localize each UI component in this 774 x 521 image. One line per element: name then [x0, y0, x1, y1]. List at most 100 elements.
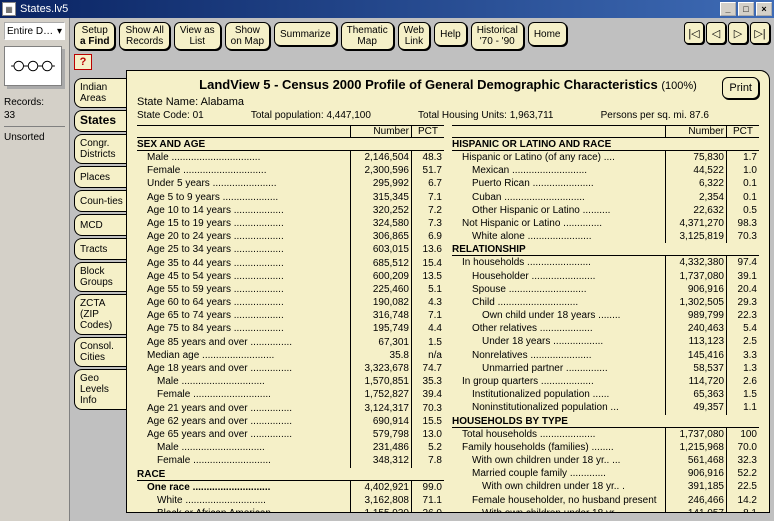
data-row: In households .......................4,3… [452, 256, 759, 269]
geo-tabs: Indian Areas States Congr. Districts Pla… [74, 70, 126, 513]
records-count: 33 [4, 110, 15, 121]
section-households: HOUSEHOLDS BY TYPE [452, 415, 759, 428]
col-pct-header: PCT [412, 126, 444, 137]
data-row: Married couple family .............906,9… [452, 467, 759, 480]
state-name: Alabama [201, 96, 244, 108]
col-number-header: Number [665, 126, 727, 137]
window-title: States.lv5 [20, 3, 68, 15]
data-row: Age 21 years and over ...............3,1… [137, 402, 444, 415]
data-row: Female ..............................2,3… [137, 164, 444, 177]
data-row: Age 45 to 54 years ..................600… [137, 270, 444, 283]
data-row: Female ............................1,752… [137, 388, 444, 401]
records-label: Records: [4, 97, 44, 108]
tab-places[interactable]: Places [74, 166, 126, 188]
data-row: Age 20 to 24 years ..................306… [137, 230, 444, 243]
nav-prev-button[interactable]: ◁ [706, 22, 726, 44]
data-row: With own children under 18 yr.. .391,185… [452, 480, 759, 493]
data-row: Other Hispanic or Latino ..........22,63… [452, 204, 759, 217]
data-row: Unmarried partner ...............58,5371… [452, 362, 759, 375]
show-all-records-button[interactable]: Show All Records [119, 22, 169, 50]
help-button[interactable]: Help [434, 22, 467, 46]
print-button[interactable]: Print [722, 77, 759, 99]
summarize-button[interactable]: Summarize [274, 22, 337, 46]
total-housing-units: 1,963,711 [510, 110, 554, 121]
close-button[interactable]: × [756, 2, 772, 16]
persons-per-sqmi: 87.6 [690, 110, 709, 121]
tab-counties[interactable]: Coun-ties [74, 190, 126, 212]
data-row: Age 65 to 74 years ..................316… [137, 309, 444, 322]
data-row: Black or African American .........1,155… [137, 507, 444, 513]
scope-dropdown[interactable]: Entire D… ▾ [4, 22, 65, 40]
tab-geo-levels-info[interactable]: Geo Levels Info [74, 369, 126, 410]
section-relationship: RELATIONSHIP [452, 243, 759, 256]
web-link-button[interactable]: Web Link [398, 22, 430, 50]
data-row: Age 15 to 19 years ..................324… [137, 217, 444, 230]
data-row: Own child under 18 years ........989,799… [452, 309, 759, 322]
data-row: Spouse ............................906,9… [452, 283, 759, 296]
data-row: White alone .......................3,125… [452, 230, 759, 243]
data-row: Age 55 to 59 years ..................225… [137, 283, 444, 296]
show-on-map-button[interactable]: Show on Map [225, 22, 270, 50]
tab-zcta[interactable]: ZCTA (ZIP Codes) [74, 294, 126, 335]
section-race: RACE [137, 468, 444, 481]
section-hispanic: HISPANIC OR LATINO AND RACE [452, 138, 759, 151]
tab-consol-cities[interactable]: Consol. Cities [74, 337, 126, 367]
status-sidebar: Entire D… ▾ Records: 33 Unsorted [0, 18, 70, 521]
data-row: Age 65 years and over ...............579… [137, 428, 444, 441]
left-data-column: Number PCT SEX AND AGE Male ............… [137, 125, 444, 513]
minimize-button[interactable]: _ [720, 2, 736, 16]
data-row: Age 35 to 44 years ..................685… [137, 257, 444, 270]
data-row: Age 5 to 9 years ....................315… [137, 191, 444, 204]
data-row: Other relatives ...................240,4… [452, 322, 759, 335]
app-icon: ▦ [2, 2, 16, 16]
data-row: Age 18 years and over ...............3,3… [137, 362, 444, 375]
tab-states[interactable]: States [74, 110, 126, 132]
sort-status: Unsorted [4, 131, 65, 144]
col-pct-header: PCT [727, 126, 759, 137]
thematic-map-button[interactable]: Thematic Map [341, 22, 394, 50]
data-row: White .............................3,162… [137, 494, 444, 507]
data-row: Nonrelatives ......................145,4… [452, 349, 759, 362]
data-row: Age 75 to 84 years ..................195… [137, 322, 444, 335]
data-row: One race ............................4,4… [137, 481, 444, 494]
tab-congr-districts[interactable]: Congr. Districts [74, 134, 126, 164]
nav-last-button[interactable]: ▷| [750, 22, 770, 44]
chevron-down-icon: ▾ [57, 26, 62, 37]
maximize-button[interactable]: □ [738, 2, 754, 16]
home-button[interactable]: Home [528, 22, 567, 46]
data-row: Under 5 years .......................295… [137, 177, 444, 190]
toolbar: Setup a Find Show All Records View as Li… [74, 22, 770, 50]
data-row: With own children under 18 yr.. .141,057… [452, 507, 759, 513]
data-row: Male ................................2,1… [137, 151, 444, 164]
data-row: Age 25 to 34 years ..................603… [137, 243, 444, 256]
data-row: Median age ..........................35.… [137, 349, 444, 362]
data-row: Not Hispanic or Latino ..............4,3… [452, 217, 759, 230]
panel-title: LandView 5 - Census 2000 Profile of Gene… [137, 77, 759, 92]
nav-first-button[interactable]: |◁ [684, 22, 704, 44]
scope-dropdown-label: Entire D… [7, 26, 53, 37]
data-row: Family households (families) ........1,2… [452, 441, 759, 454]
data-row: Age 60 to 64 years ..................190… [137, 296, 444, 309]
data-row: Under 18 years ..................113,123… [452, 335, 759, 348]
tab-indian-areas[interactable]: Indian Areas [74, 78, 126, 108]
tab-mcd[interactable]: MCD [74, 214, 126, 236]
historical-button[interactable]: Historical '70 - '90 [471, 22, 524, 50]
data-row: Householder .......................1,737… [452, 270, 759, 283]
total-population: 4,447,100 [326, 110, 371, 121]
data-row: Mexican ...........................44,52… [452, 164, 759, 177]
data-row: Cuban .............................2,354… [452, 191, 759, 204]
col-number-header: Number [350, 126, 412, 137]
tab-tracts[interactable]: Tracts [74, 238, 126, 260]
right-data-column: Number PCT HISPANIC OR LATINO AND RACE H… [452, 125, 759, 513]
context-help-button[interactable]: ? [74, 54, 92, 70]
data-row: Noninstitutionalized population ...49,35… [452, 401, 759, 414]
data-row: Age 85 years and over ...............67,… [137, 336, 444, 349]
data-row: Hispanic or Latino (of any race) ....75,… [452, 151, 759, 164]
record-thumb[interactable] [4, 46, 62, 86]
view-as-list-button[interactable]: View as List [174, 22, 221, 50]
data-row: With own children under 18 yr.. ...561,4… [452, 454, 759, 467]
setup-find-button[interactable]: Setup a Find [74, 22, 115, 50]
nav-next-button[interactable]: ▷ [728, 22, 748, 44]
tab-block-groups[interactable]: Block Groups [74, 262, 126, 292]
data-row: Age 62 years and over ...............690… [137, 415, 444, 428]
